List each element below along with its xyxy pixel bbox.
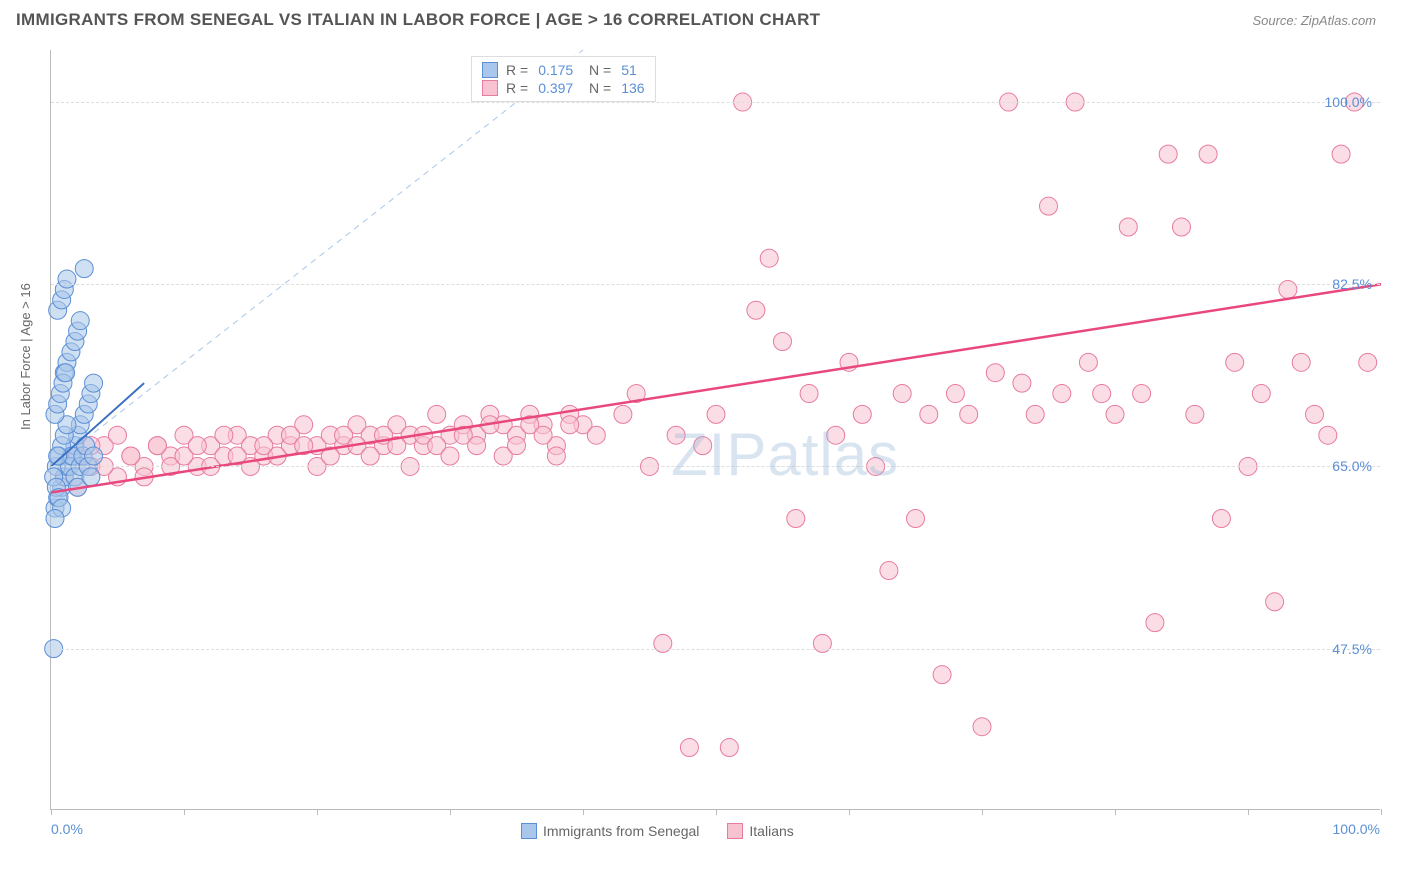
legend-swatch-senegal: [482, 62, 498, 78]
x-axis-max-label: 100.0%: [1333, 821, 1380, 837]
legend-label-italians: Italians: [749, 823, 793, 839]
y-axis-label: In Labor Force | Age > 16: [18, 283, 33, 430]
scatter-plot-svg: [51, 50, 1381, 810]
legend-n-value-senegal: 51: [621, 62, 637, 78]
legend-r-label: R =: [506, 80, 528, 96]
legend-item-italians: Italians: [727, 823, 793, 839]
series-legend: Immigrants from Senegal Italians: [521, 823, 794, 839]
chart-title: IMMIGRANTS FROM SENEGAL VS ITALIAN IN LA…: [16, 10, 820, 30]
legend-row-italians: R = 0.397 N = 136: [482, 79, 645, 97]
correlation-legend: R = 0.175 N = 51 R = 0.397 N = 136: [471, 56, 656, 102]
legend-item-senegal: Immigrants from Senegal: [521, 823, 699, 839]
legend-swatch-icon: [521, 823, 537, 839]
legend-row-senegal: R = 0.175 N = 51: [482, 61, 645, 79]
legend-label-senegal: Immigrants from Senegal: [543, 823, 699, 839]
chart-header: IMMIGRANTS FROM SENEGAL VS ITALIAN IN LA…: [0, 0, 1406, 40]
chart-source: Source: ZipAtlas.com: [1252, 13, 1376, 28]
legend-n-value-italians: 136: [621, 80, 644, 96]
legend-r-value-italians: 0.397: [538, 80, 573, 96]
chart-plot-area: 47.5%65.0%82.5%100.0% 0.0% 100.0% R = 0.…: [50, 50, 1380, 810]
legend-swatch-italians: [482, 80, 498, 96]
legend-swatch-icon: [727, 823, 743, 839]
legend-r-value-senegal: 0.175: [538, 62, 573, 78]
legend-r-label: R =: [506, 62, 528, 78]
legend-n-label: N =: [581, 62, 611, 78]
x-axis-min-label: 0.0%: [51, 821, 83, 837]
legend-n-label: N =: [581, 80, 611, 96]
